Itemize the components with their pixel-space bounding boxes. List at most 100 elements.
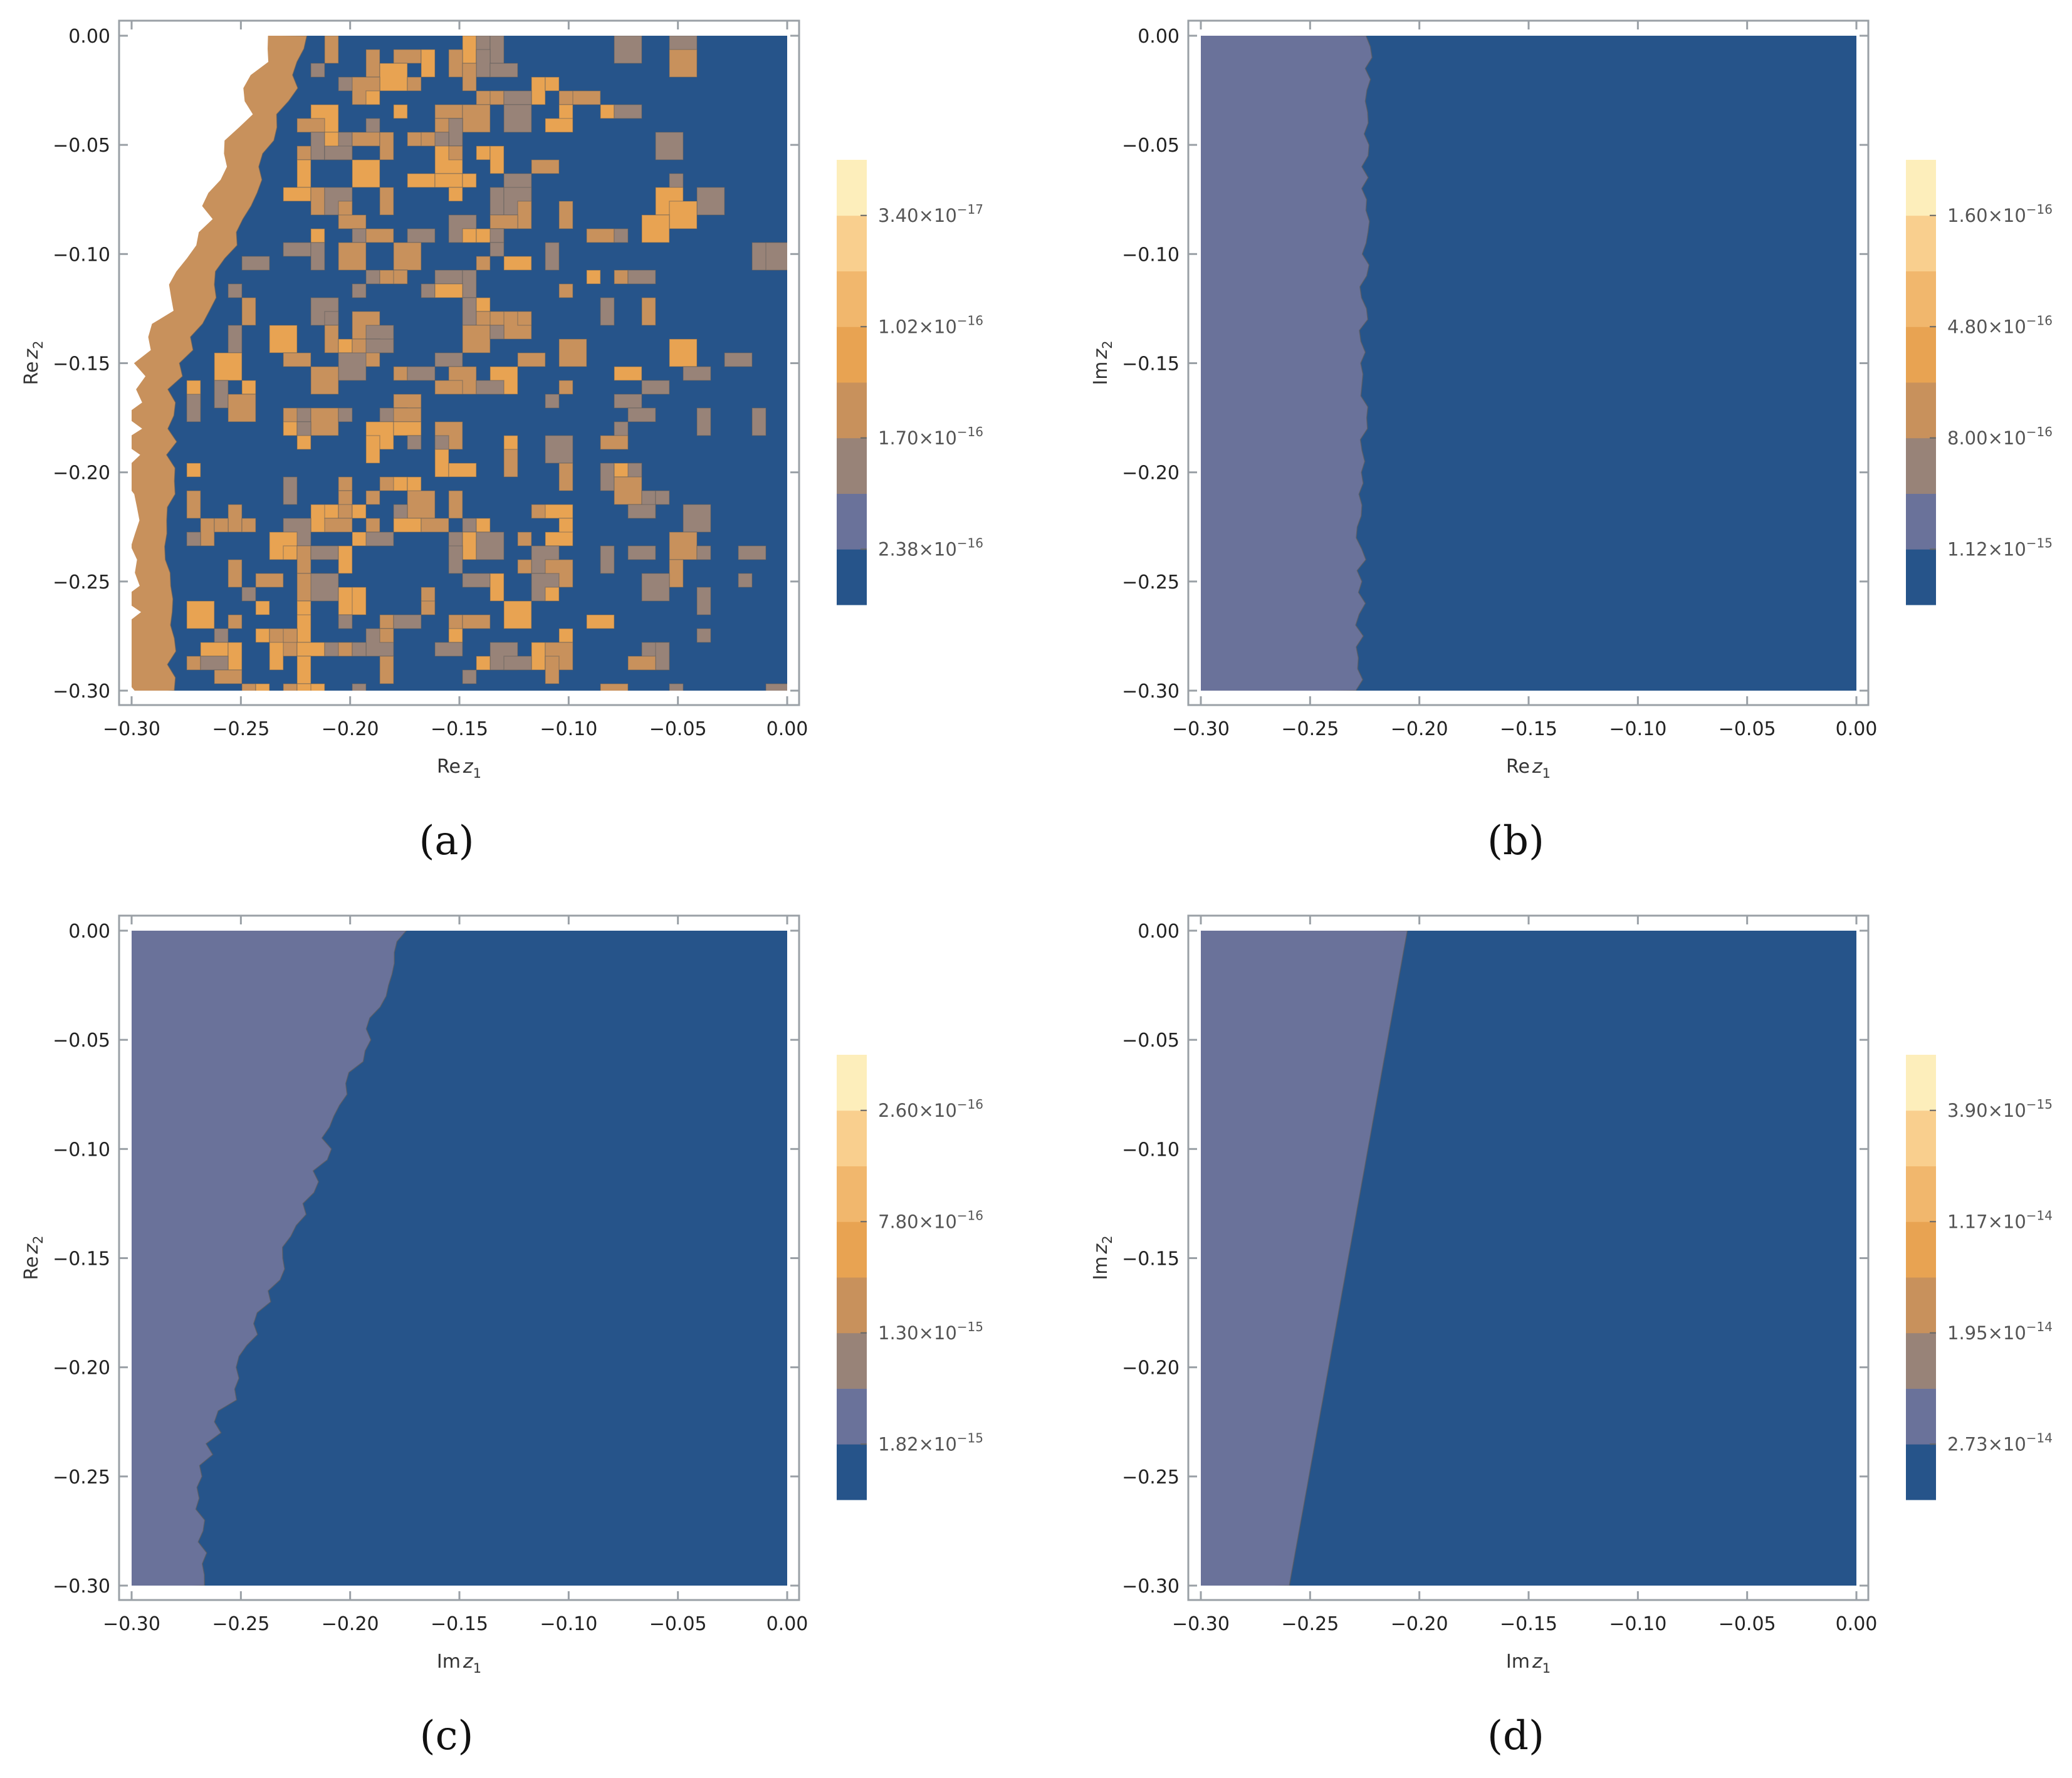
contour-speckle	[462, 669, 477, 684]
contour-area	[1201, 36, 1856, 691]
contour-band-1	[1201, 931, 1408, 1586]
contour-speckle	[241, 256, 270, 271]
contour-speckle	[655, 642, 670, 671]
y-tick-label: −0.20	[53, 1357, 110, 1379]
contour-speckle	[545, 587, 560, 602]
y-axis-label: Imz2	[1090, 340, 1115, 385]
contour-speckle	[683, 366, 711, 381]
contour-speckle	[503, 449, 518, 478]
colorbar-swatch	[837, 271, 867, 327]
contour-speckle	[627, 656, 656, 671]
contour-speckle	[365, 490, 380, 505]
contour-speckle	[338, 242, 367, 271]
contour-speckle	[738, 545, 767, 560]
x-tick-label: −0.05	[1719, 1613, 1776, 1635]
contour-speckle	[586, 228, 615, 243]
colorbar-swatch	[1906, 271, 1936, 327]
contour-band-1	[1201, 36, 1373, 691]
contour-speckle	[434, 380, 463, 395]
x-tick-label: −0.25	[212, 718, 269, 740]
contour-speckle	[503, 104, 532, 133]
x-axis-label: Re z1	[1506, 756, 1551, 781]
contour-speckle	[228, 325, 243, 353]
contour-speckle	[531, 159, 560, 174]
contour-speckle	[696, 628, 711, 643]
colorbar-swatch	[837, 1166, 867, 1222]
contour-speckle	[352, 642, 367, 657]
contour-speckle	[434, 449, 449, 478]
colorbar-swatch	[1906, 493, 1936, 550]
contour-speckle	[669, 49, 698, 78]
contour-speckle	[614, 36, 642, 64]
colorbar-swatch	[1906, 1388, 1936, 1445]
contour-speckle	[283, 476, 298, 505]
y-tick-label: −0.25	[1122, 1467, 1180, 1488]
x-tick-label: −0.20	[322, 1613, 379, 1635]
contour-band-1	[132, 931, 407, 1586]
contour-speckle	[393, 394, 422, 409]
contour-speckle	[421, 49, 436, 78]
contour-empty-region	[132, 36, 269, 691]
contour-speckle	[448, 463, 477, 478]
contour-speckle	[352, 283, 367, 298]
contour-speckle	[462, 518, 477, 533]
y-tick-label: −0.30	[53, 1576, 110, 1598]
contour-speckle	[269, 325, 298, 353]
contour-speckle	[228, 614, 243, 629]
contour-speckle	[669, 559, 684, 588]
contour-speckle	[310, 573, 339, 602]
contour-speckle	[296, 159, 311, 188]
contour-speckle	[296, 407, 311, 422]
x-tick-label: −0.15	[1500, 1613, 1557, 1635]
contour-speckle	[214, 628, 229, 643]
contour-speckle	[462, 531, 477, 560]
contour-speckle	[448, 545, 463, 574]
contour-speckle	[503, 90, 532, 105]
colorbar-swatch	[837, 382, 867, 439]
contour-speckle	[448, 118, 463, 147]
contour-speckle	[558, 338, 587, 367]
contour-speckle	[324, 311, 339, 326]
contour-speckle	[558, 283, 573, 298]
contour-speckle	[614, 269, 629, 285]
contour-speckle	[434, 352, 463, 367]
contour-speckle	[393, 269, 408, 285]
contour-speckle	[393, 242, 422, 271]
contour-speckle	[365, 269, 380, 285]
colorbar-level-label: 1.82×10−15	[878, 1430, 983, 1455]
contour-speckle	[421, 600, 436, 615]
y-tick-label: −0.20	[1122, 463, 1180, 484]
x-tick-label: 0.00	[767, 1613, 808, 1635]
x-axis-label: Re z1	[437, 756, 481, 781]
colorbar-swatch	[1906, 1110, 1936, 1166]
contour-speckle	[283, 421, 298, 436]
y-axis-label: Imz2	[1090, 1235, 1115, 1280]
contour-speckle	[338, 352, 367, 381]
contour-speckle	[600, 435, 629, 450]
contour-speckle	[352, 228, 367, 243]
colorbar-level-label: 1.12×10−15	[1947, 535, 2053, 560]
contour-speckle	[324, 145, 353, 160]
contour-speckle	[365, 90, 380, 105]
y-tick-label: −0.15	[1122, 353, 1180, 375]
contour-speckle	[641, 573, 670, 602]
x-axis-label: Im z1	[1506, 1651, 1551, 1676]
x-tick-label: −0.25	[1281, 718, 1339, 740]
contour-speckle	[352, 587, 367, 615]
colorbar-swatch	[837, 1110, 867, 1166]
contour-speckle	[379, 63, 408, 92]
contour-speckle	[310, 683, 325, 691]
x-tick-label: −0.20	[1391, 1613, 1448, 1635]
colorbar-swatch	[837, 160, 867, 216]
contour-speckle	[200, 518, 215, 546]
colorbar-level-label: 2.38×10−16	[878, 535, 983, 560]
panel-b: −0.30 −0.25 −0.20 −0.15 −0.10 −0.05 0.00 0.00 −0…	[1090, 19, 2053, 864]
contour-speckle	[600, 683, 629, 691]
contour-speckle	[186, 531, 201, 546]
y-tick-label: −0.05	[53, 135, 110, 157]
contour-speckle	[462, 614, 491, 629]
contour-speckle	[462, 297, 477, 326]
y-tick-label: −0.10	[53, 244, 110, 266]
contour-speckle	[310, 242, 325, 271]
